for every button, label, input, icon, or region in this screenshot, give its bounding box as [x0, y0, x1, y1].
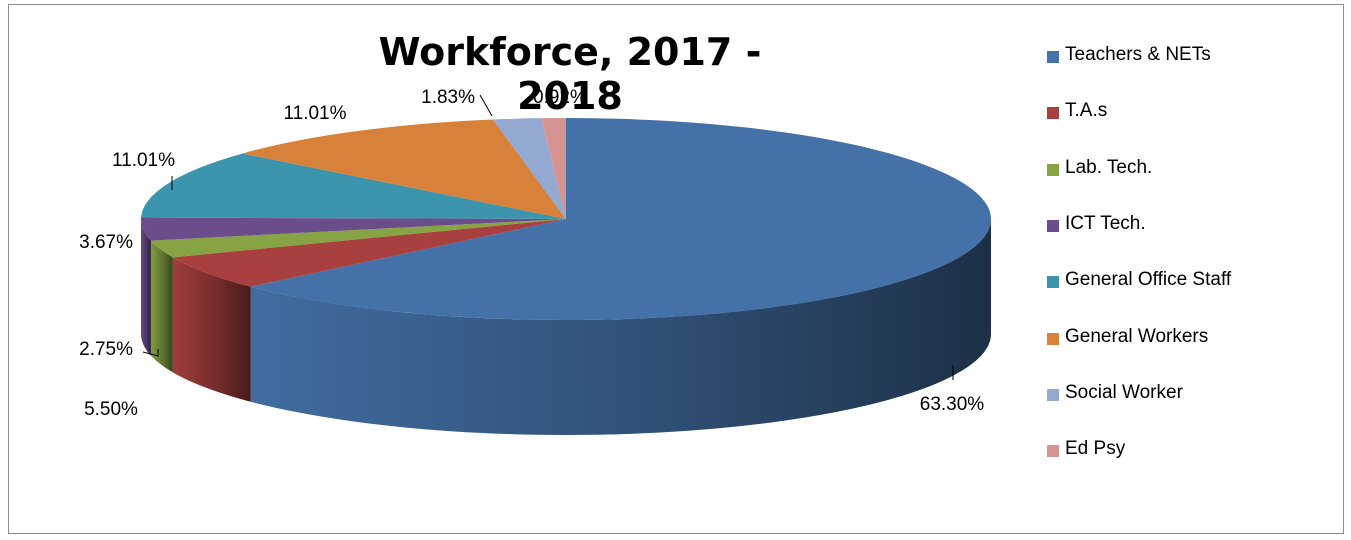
legend-swatch [1047, 388, 1059, 401]
legend-label: Ed Psy [1065, 438, 1126, 460]
legend-item: General Office Staff [1047, 269, 1337, 297]
leader-line-6 [479, 94, 493, 117]
legend-swatch [1047, 51, 1059, 63]
data-label-0: 63.30% [920, 394, 985, 415]
data-label-7: 0.92% [533, 87, 587, 108]
data-label-2: 2.75% [79, 339, 133, 360]
slice-6 [492, 118, 566, 219]
slice-0 [250, 118, 992, 320]
legend-item: Lab. Tech. [1047, 157, 1337, 185]
legend-label: Lab. Tech. [1065, 156, 1153, 178]
legend-swatch [1047, 163, 1059, 176]
legend-label: Teachers & NETs [1065, 44, 1211, 65]
legend-label: General Workers [1065, 325, 1209, 347]
legend-label: General Office Staff [1065, 269, 1232, 291]
slice-side-shade-3 [141, 219, 151, 356]
legend-swatch [1047, 219, 1059, 232]
chart-title: Workforce, 2017 - 2018 [378, 30, 762, 118]
slice-4 [141, 153, 566, 219]
legend-label: Social Worker [1065, 381, 1183, 403]
legend-item: T.A.s [1047, 100, 1337, 128]
leader-line-2 [142, 349, 159, 357]
data-label-5: 11.01% [283, 103, 346, 124]
legend-swatch [1047, 332, 1059, 345]
slice-5 [242, 119, 566, 219]
legend-item: Social Worker [1047, 382, 1337, 410]
legend-item: General Workers [1047, 326, 1337, 354]
legend-swatch [1047, 276, 1059, 289]
data-label-6: 1.83% [421, 87, 475, 108]
legend-label: ICT Tech. [1065, 212, 1146, 234]
legend-item: Ed Psy [1047, 438, 1337, 466]
legend-swatch [1047, 445, 1059, 458]
slice-3 [141, 217, 566, 241]
slice-7 [541, 118, 566, 219]
slice-side-shade-1 [172, 257, 251, 402]
legend-swatch [1047, 107, 1059, 120]
slice-side-shade-2 [150, 240, 173, 373]
legend-label: T.A.s [1065, 100, 1108, 122]
slice-1 [172, 219, 566, 287]
legend-item: ICT Tech. [1047, 213, 1337, 241]
data-label-4: 11.01% [112, 150, 175, 171]
slice-side-shade-0 [250, 219, 992, 435]
data-label-1: 5.50% [84, 399, 138, 420]
data-label-3: 3.67% [79, 232, 133, 253]
slice-2 [150, 219, 567, 258]
legend-item: Teachers & NETs [1047, 44, 1337, 72]
